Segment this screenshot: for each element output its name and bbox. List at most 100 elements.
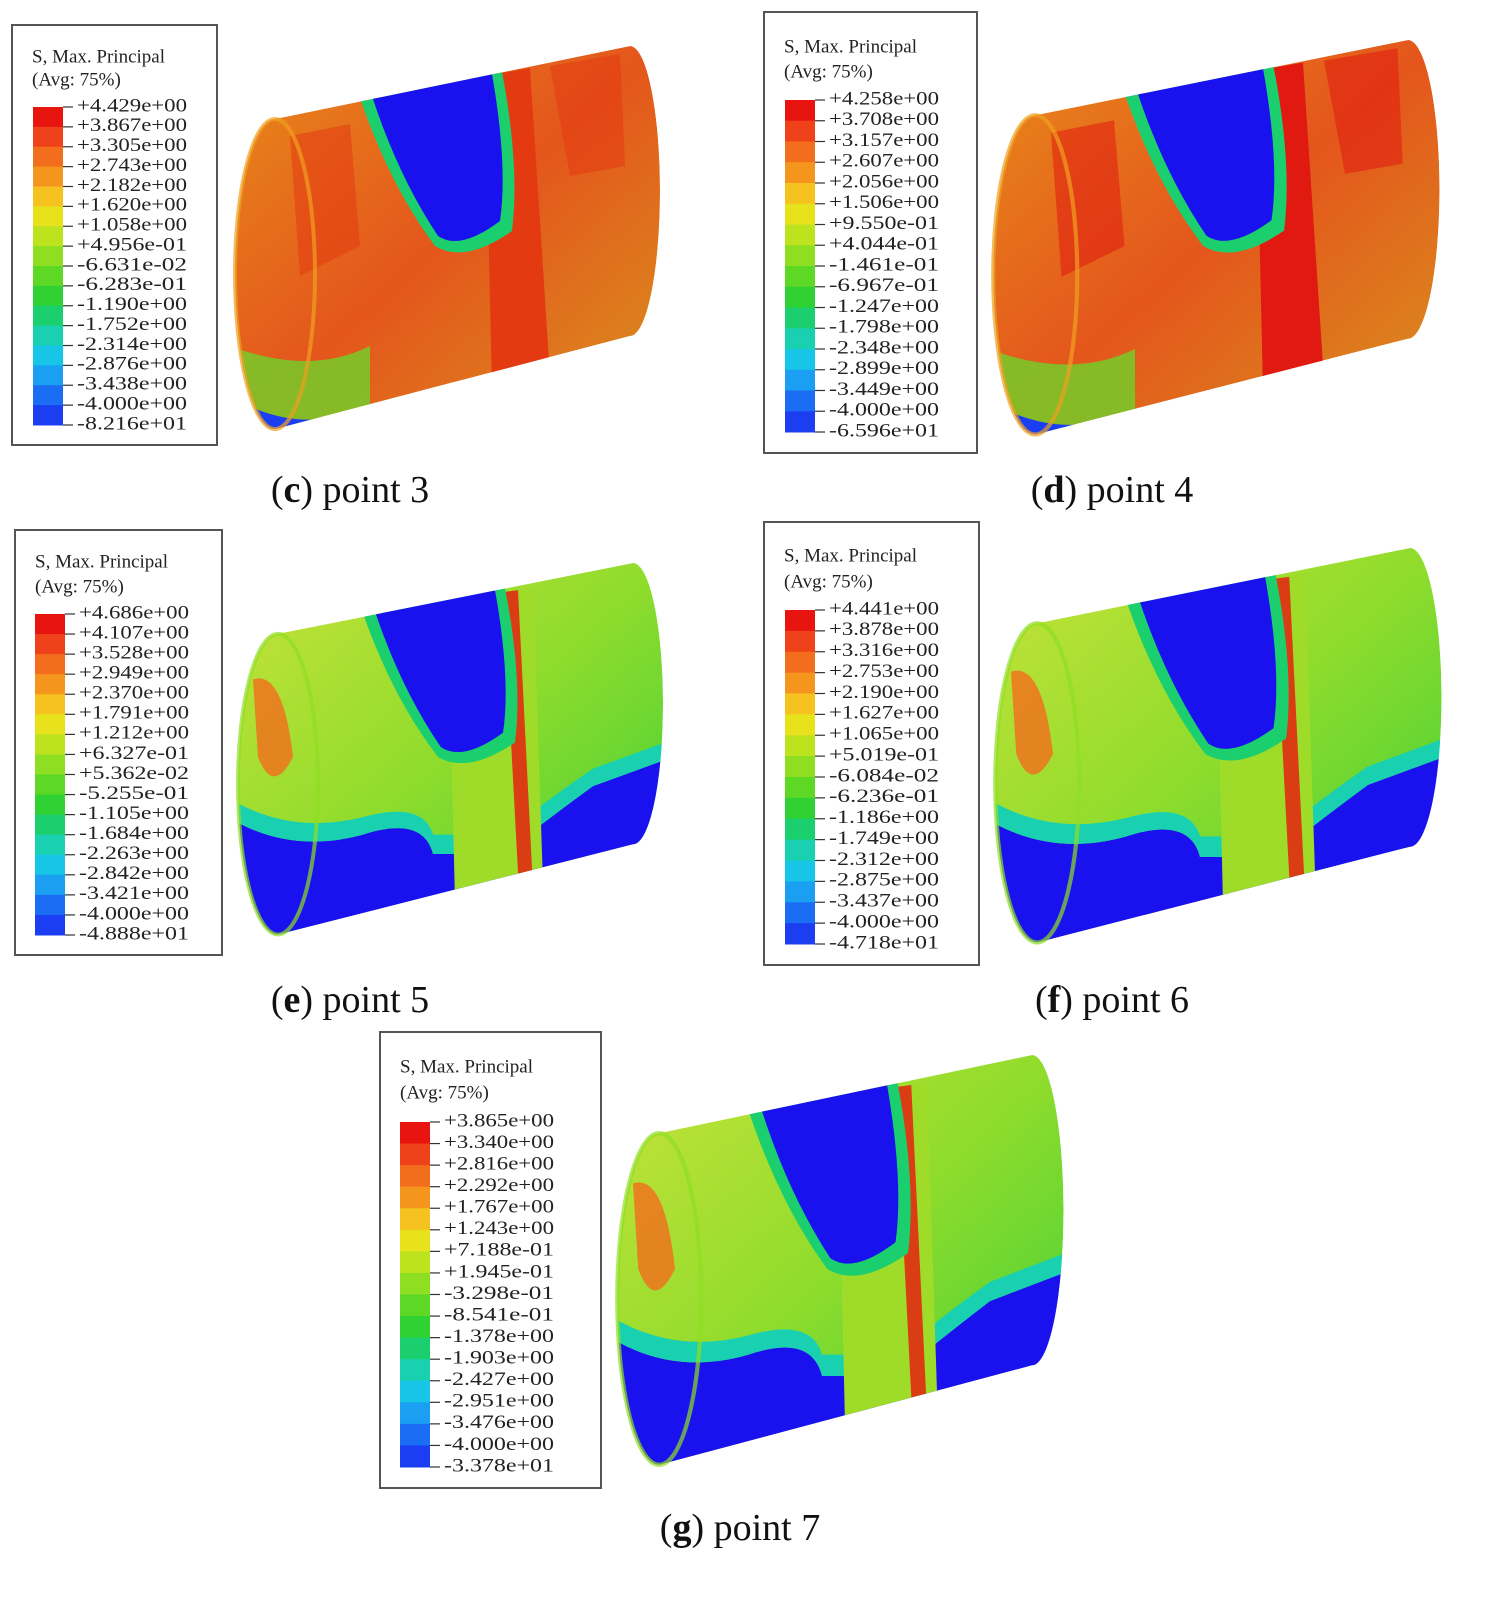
legend-title: (Avg: 75%): [35, 576, 124, 597]
legend-band: [35, 774, 65, 796]
caption: (c) point 3: [271, 469, 429, 511]
legend-label: +2.292e+00: [444, 1175, 554, 1196]
legend-band: [785, 141, 815, 163]
legend-band: [35, 794, 65, 816]
legend-label: +5.019e-01: [829, 744, 939, 765]
legend-label: -2.899e+00: [829, 358, 939, 379]
legend-band: [785, 349, 815, 371]
legend-band: [785, 818, 815, 841]
legend-label: +1.058e+00: [77, 215, 187, 236]
cylinder: [615, 1055, 1064, 1467]
legend-label: -3.437e+00: [829, 891, 939, 912]
legend-band: [400, 1229, 430, 1252]
legend-label: +2.056e+00: [829, 171, 939, 192]
caption-part: ) point 4: [1065, 469, 1194, 511]
panel: S, Max. Principal (Avg: 75%) +4.686e+00+4.…: [14, 529, 663, 1021]
legend-label: -3.378e+01: [444, 1455, 554, 1476]
legend-band: [400, 1337, 430, 1360]
legend-band: [33, 107, 63, 128]
legend-title: S, Max. Principal: [35, 551, 168, 572]
legend-band: [35, 694, 65, 715]
legend-label: -1.684e+00: [79, 823, 189, 844]
legend-title: S, Max. Principal: [400, 1056, 533, 1077]
end-face: [233, 117, 317, 431]
legend-band: [33, 285, 63, 307]
caption-part: (: [271, 979, 284, 1021]
panel: S, Max. Principal(Avg: 75%)+4.429e+00+3.…: [11, 24, 660, 511]
cylinder: [991, 40, 1440, 437]
cylinder: [236, 563, 663, 937]
legend-band: [785, 923, 815, 945]
legend-band: [35, 654, 65, 675]
legend-band: [785, 203, 815, 225]
legend-band: [33, 186, 63, 207]
hot-patch: [290, 124, 360, 276]
end-face: [993, 621, 1082, 945]
caption-part: e: [284, 979, 301, 1021]
legend-band: [785, 390, 815, 412]
legend-band: [400, 1251, 430, 1274]
legend-title: (Avg: 75%): [400, 1082, 489, 1103]
legend-label: +4.686e+00: [79, 602, 189, 623]
groove: [372, 74, 503, 241]
legend-band: [33, 246, 63, 267]
legend-band: [400, 1380, 430, 1403]
legend-band: [35, 614, 65, 635]
legend-label: -1.190e+00: [77, 294, 187, 315]
legend-band: [785, 839, 815, 861]
legend-band: [400, 1186, 430, 1209]
legend-label: +4.044e-01: [829, 234, 939, 255]
legend-label: +1.065e+00: [829, 724, 939, 745]
legend-band: [400, 1445, 430, 1468]
legend-band: [785, 756, 815, 778]
legend-label: -6.283e-01: [77, 274, 187, 295]
legend-band: [35, 914, 65, 936]
legend-label: +2.816e+00: [444, 1153, 554, 1174]
cylinder: [233, 46, 660, 431]
legend-band: [400, 1423, 430, 1446]
legend-label: +3.867e+00: [77, 115, 187, 136]
end-face: [236, 631, 320, 937]
legend-band: [33, 206, 63, 227]
legend-label: +7.188e-01: [444, 1240, 554, 1261]
caption-part: g: [672, 1507, 691, 1549]
groove: [375, 590, 506, 753]
legend-band: [33, 325, 63, 346]
legend-label: +5.362e-02: [79, 763, 189, 784]
legend-band: [785, 735, 815, 757]
legend-band: [785, 714, 815, 736]
legend-label: +9.550e-01: [829, 213, 939, 234]
legend-label: -1.903e+00: [444, 1348, 554, 1369]
legend-label: -4.000e+00: [79, 903, 189, 924]
legend-label: +2.743e+00: [77, 155, 187, 176]
legend-label: +3.865e+00: [444, 1110, 554, 1131]
legend-label: -3.476e+00: [444, 1412, 554, 1433]
cylinder-surface: [235, 46, 660, 429]
caption-part: (: [1035, 979, 1048, 1021]
legend-label: +3.340e+00: [444, 1132, 554, 1153]
caption-part: ) point 5: [300, 979, 429, 1021]
legend-band: [400, 1294, 430, 1317]
caption: (e) point 5: [271, 979, 429, 1021]
legend-label: -4.000e+00: [77, 393, 187, 414]
legend-title: (Avg: 75%): [32, 69, 121, 90]
legend-label: +2.190e+00: [829, 682, 939, 703]
legend-band: [785, 369, 815, 391]
legend-band: [35, 834, 65, 856]
legend-label: +2.607e+00: [829, 151, 939, 172]
legend-label: -8.216e+01: [77, 413, 187, 434]
transition: [995, 735, 1442, 857]
hot-patch: [1051, 120, 1125, 277]
legend-band: [33, 226, 63, 247]
legend-label: +4.441e+00: [829, 598, 939, 619]
cylinder-surface: [238, 563, 663, 935]
legend-label: -2.314e+00: [77, 334, 187, 355]
panel: S, Max. Principal(Avg: 75%)+4.441e+00+3.…: [763, 521, 1442, 1021]
legend-label: +1.945e-01: [444, 1261, 554, 1282]
legend-label: +3.708e+00: [829, 109, 939, 130]
legend-label: +4.429e+00: [77, 95, 187, 116]
legend-band: [33, 345, 63, 366]
legend-band: [785, 881, 815, 903]
legend-label: +1.243e+00: [444, 1218, 554, 1239]
legend-label: -2.951e+00: [444, 1391, 554, 1412]
